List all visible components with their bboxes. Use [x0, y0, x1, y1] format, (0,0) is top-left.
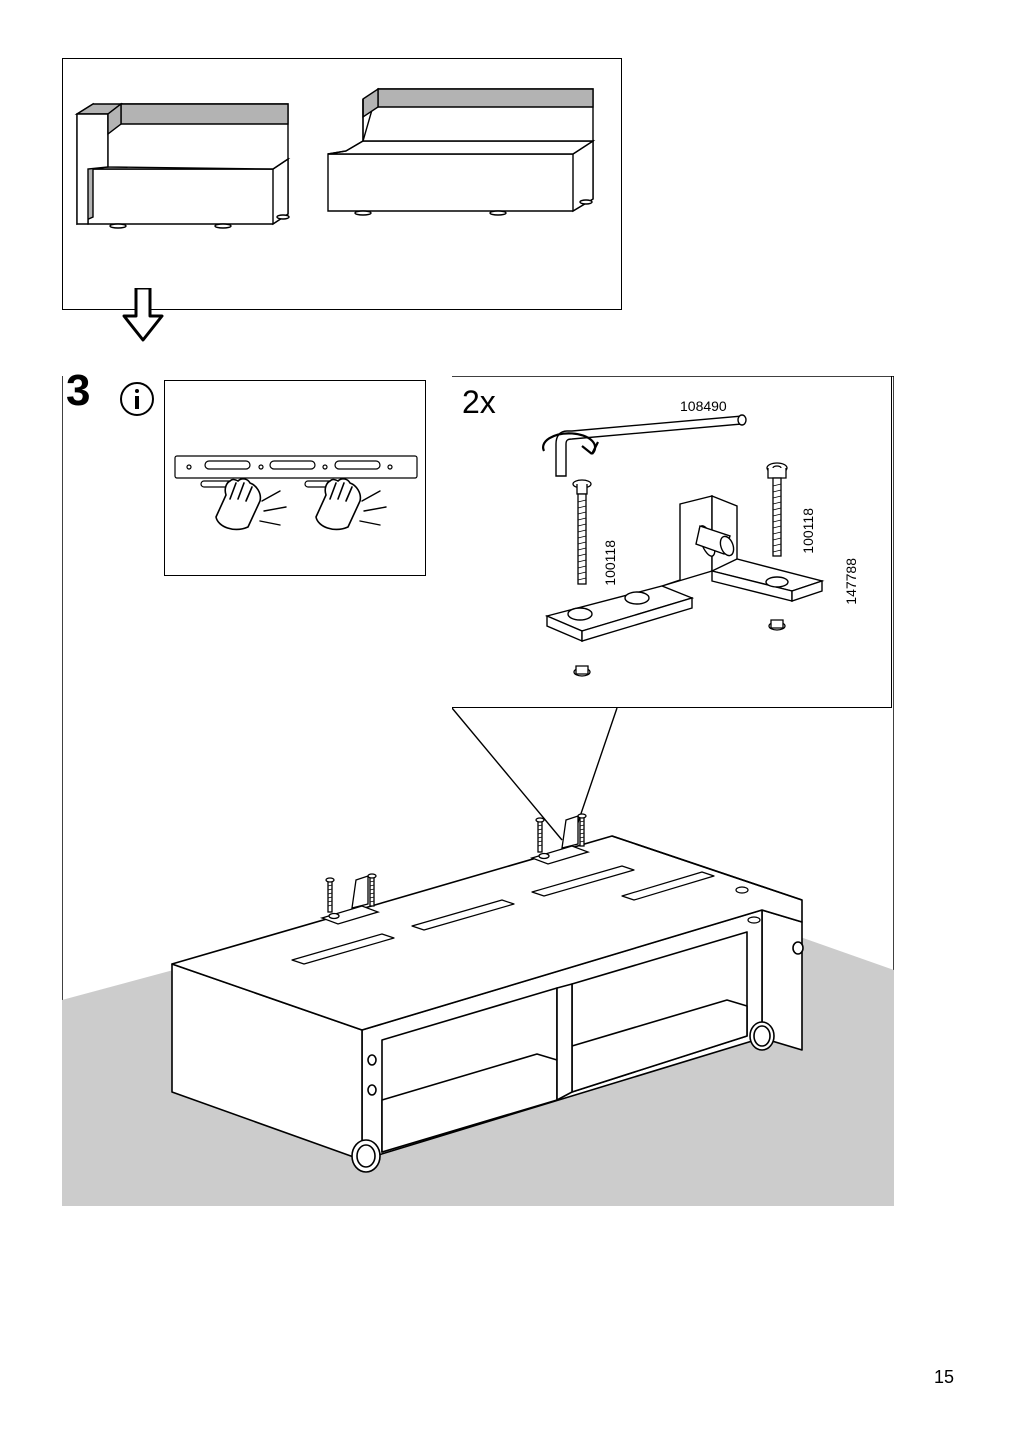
page-number: 15: [934, 1367, 954, 1388]
part-bracket: 147788: [843, 558, 859, 605]
main-assembly-svg: [62, 740, 894, 1206]
step-number: 3: [66, 366, 90, 416]
panel-result-modules: [62, 58, 622, 310]
touch-pads-svg: [165, 381, 427, 577]
panel-hardware-detail: [452, 376, 892, 708]
arrow-down-icon: [118, 288, 168, 348]
hardware-svg: [452, 376, 892, 708]
part-bolt-a: 100118: [602, 540, 618, 586]
part-bolt-b: 100118: [800, 508, 816, 554]
panel-info-touch: [164, 380, 426, 576]
quantity-label: 2x: [462, 384, 496, 421]
result-modules-svg: [63, 59, 623, 311]
instruction-page: 3: [0, 0, 1012, 1432]
info-icon: [120, 382, 154, 416]
part-allen-key: 108490: [680, 398, 727, 414]
